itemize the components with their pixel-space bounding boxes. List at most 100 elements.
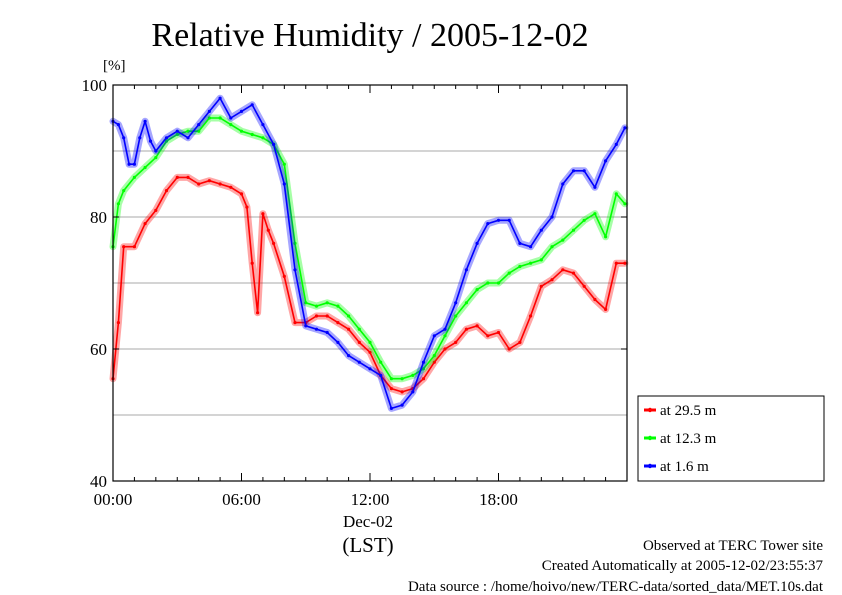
data-point bbox=[432, 354, 436, 358]
data-point bbox=[623, 202, 627, 206]
data-point bbox=[454, 301, 458, 305]
data-point bbox=[175, 132, 179, 137]
data-point bbox=[421, 367, 426, 371]
data-point bbox=[207, 179, 211, 183]
series-1 bbox=[109, 114, 629, 383]
data-point bbox=[571, 271, 576, 275]
data-point bbox=[539, 258, 543, 262]
data-point bbox=[604, 307, 608, 311]
data-point bbox=[122, 189, 126, 193]
data-point bbox=[475, 288, 479, 292]
data-point bbox=[379, 373, 383, 377]
data-point bbox=[623, 261, 627, 265]
data-point bbox=[411, 373, 415, 377]
data-point bbox=[550, 215, 554, 219]
data-point bbox=[561, 268, 565, 272]
data-point bbox=[539, 284, 543, 288]
data-point bbox=[293, 321, 297, 325]
data-point bbox=[116, 321, 120, 325]
data-point bbox=[336, 340, 340, 344]
series-band-0 bbox=[109, 173, 629, 396]
data-point bbox=[164, 136, 169, 140]
data-point bbox=[116, 123, 120, 127]
data-point bbox=[604, 235, 608, 239]
legend: at 29.5 m at 12.3 m at 1.6 m bbox=[637, 395, 825, 482]
data-point bbox=[229, 185, 233, 189]
data-point bbox=[186, 129, 190, 133]
footer-created-timestamp: Created Automatically at 2005-12-02/23:5… bbox=[542, 558, 824, 574]
data-point bbox=[314, 304, 319, 308]
series-line-1 bbox=[112, 117, 626, 380]
y-tick-label: 100 bbox=[82, 76, 108, 95]
data-point bbox=[336, 304, 340, 308]
data-point bbox=[486, 281, 490, 285]
data-point bbox=[389, 387, 393, 391]
data-point bbox=[496, 330, 501, 335]
x-tick-label: 00:00 bbox=[94, 490, 133, 509]
data-point bbox=[336, 321, 340, 325]
data-point bbox=[614, 192, 618, 196]
data-point bbox=[550, 245, 554, 249]
data-point bbox=[561, 238, 565, 242]
data-point bbox=[282, 274, 286, 278]
data-point bbox=[368, 350, 372, 354]
data-point bbox=[432, 360, 436, 364]
data-point bbox=[266, 228, 270, 232]
data-point bbox=[357, 340, 361, 344]
data-point bbox=[368, 340, 372, 344]
data-point bbox=[207, 116, 211, 120]
chart-title: Relative Humidity / 2005-12-02 bbox=[151, 17, 588, 54]
data-point bbox=[122, 136, 126, 140]
data-point bbox=[218, 116, 222, 120]
data-point bbox=[400, 377, 404, 381]
data-point bbox=[314, 314, 319, 318]
data-point bbox=[518, 241, 522, 245]
data-point bbox=[229, 116, 233, 120]
x-tick-label: 12:00 bbox=[351, 490, 390, 509]
y-tick-label: 60 bbox=[90, 340, 107, 359]
data-point bbox=[122, 245, 126, 249]
legend-item-2: at 1.6 m bbox=[644, 459, 709, 475]
data-point bbox=[582, 218, 586, 222]
data-point bbox=[197, 123, 201, 127]
data-point bbox=[475, 324, 479, 328]
data-point bbox=[614, 261, 618, 265]
x-tick-label: 06:00 bbox=[222, 490, 261, 509]
data-point bbox=[132, 162, 136, 166]
data-point bbox=[539, 228, 543, 232]
data-point bbox=[229, 123, 233, 127]
data-point bbox=[421, 360, 426, 364]
series-2 bbox=[109, 94, 629, 412]
data-point bbox=[486, 222, 490, 226]
series-band-1 bbox=[109, 114, 629, 383]
data-point bbox=[443, 334, 447, 338]
x-tick-label: 18:00 bbox=[479, 490, 518, 509]
data-point bbox=[239, 109, 244, 113]
data-point bbox=[325, 301, 329, 305]
data-point bbox=[261, 212, 265, 216]
data-point bbox=[239, 192, 244, 196]
data-point bbox=[293, 268, 297, 272]
data-point bbox=[314, 327, 319, 331]
data-point bbox=[186, 136, 190, 140]
legend-item-1: at 12.3 m bbox=[644, 431, 717, 447]
data-point bbox=[475, 241, 479, 245]
data-point bbox=[464, 327, 468, 331]
footer-data-source: Data source : /home/hoivo/new/TERC-data/… bbox=[408, 579, 824, 595]
data-point bbox=[529, 314, 533, 318]
data-point bbox=[464, 268, 468, 272]
data-point bbox=[250, 132, 254, 137]
grid-lines bbox=[113, 150, 627, 416]
data-point bbox=[207, 109, 211, 113]
data-point bbox=[256, 311, 260, 315]
x-axis-timezone-label: (LST) bbox=[342, 533, 393, 557]
legend-marker bbox=[647, 463, 653, 469]
data-point bbox=[138, 136, 142, 140]
data-point bbox=[443, 327, 447, 331]
y-tick-label: 80 bbox=[90, 208, 107, 227]
data-point bbox=[347, 314, 351, 318]
data-point bbox=[368, 367, 372, 371]
data-point bbox=[389, 377, 393, 381]
data-point bbox=[571, 169, 576, 173]
data-point bbox=[164, 189, 169, 193]
